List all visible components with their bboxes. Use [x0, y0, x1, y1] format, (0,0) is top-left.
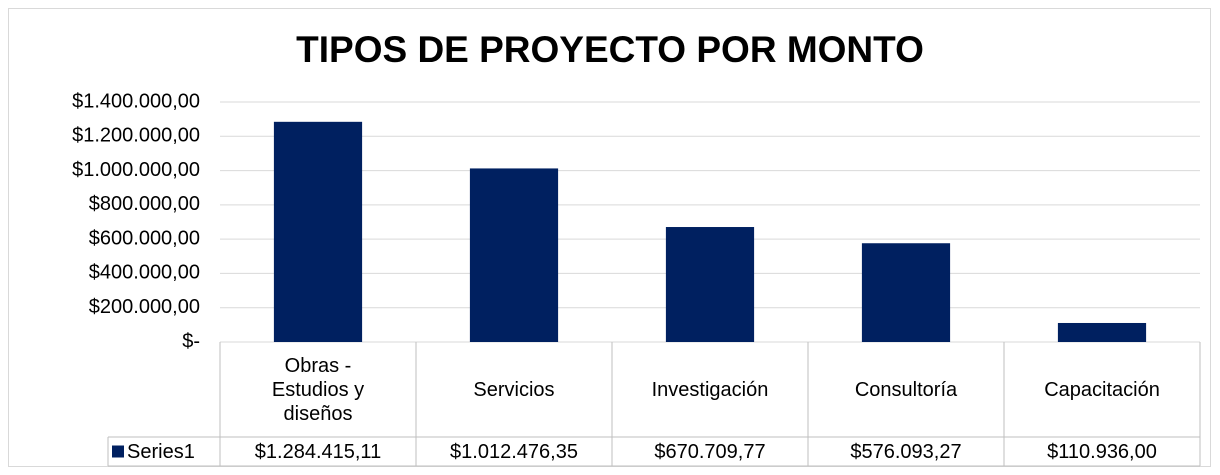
chart-border — [8, 8, 1211, 467]
y-tick-label: $800.000,00 — [89, 193, 200, 215]
y-tick-label: $1.000.000,00 — [72, 159, 200, 181]
value-label: $1.012.476,35 — [450, 441, 578, 463]
value-label: $670.709,77 — [654, 441, 765, 463]
y-tick-label: $200.000,00 — [89, 296, 200, 318]
bar — [1057, 322, 1147, 342]
legend-key — [112, 445, 124, 458]
value-label: $110.936,00 — [1047, 441, 1157, 463]
bar — [273, 121, 363, 343]
value-label: $576.093,27 — [850, 441, 961, 463]
x-tick-label: Capacitación — [1044, 378, 1160, 401]
value-label: $1.284.415,11 — [255, 441, 381, 463]
x-tick-label: Investigación — [651, 378, 769, 401]
x-tick-label: Servicios — [473, 378, 555, 401]
legend-label: Series1 — [127, 441, 195, 463]
y-tick-label: $- — [182, 330, 200, 352]
y-tick-label: $1.200.000,00 — [72, 125, 200, 147]
bar — [861, 243, 951, 342]
y-tick-label: $400.000,00 — [89, 262, 200, 284]
x-tick-label: Obras - Estudios y diseños — [271, 354, 365, 425]
bar — [665, 227, 755, 342]
x-tick-label: Consultoría — [854, 378, 958, 401]
chart-title: TIPOS DE PROYECTO POR MONTO — [296, 29, 924, 70]
bar — [469, 168, 559, 342]
y-tick-label: $600.000,00 — [89, 227, 200, 249]
y-tick-label: $1.400.000,00 — [72, 90, 200, 112]
